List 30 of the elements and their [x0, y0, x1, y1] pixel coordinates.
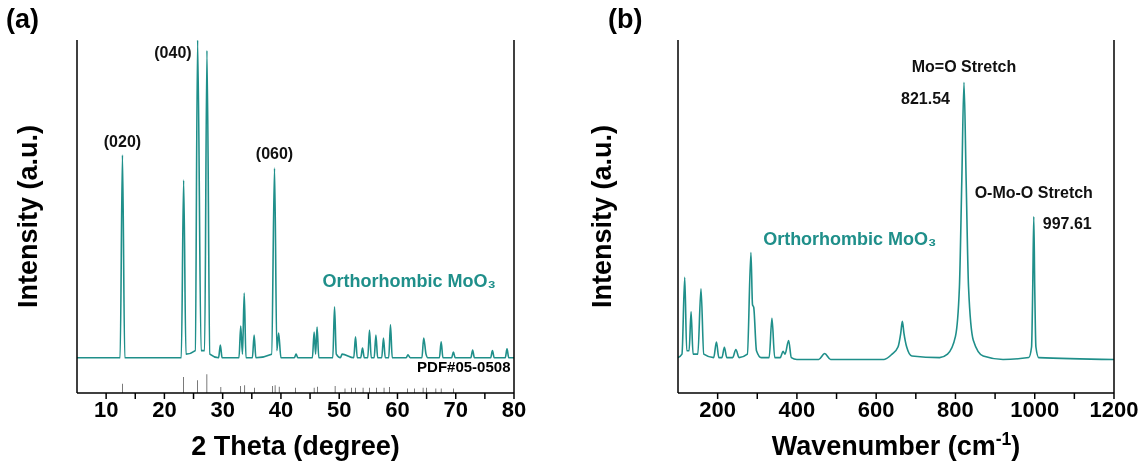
x-tick-label: 1000: [1010, 396, 1060, 422]
x-tick-label: 70: [443, 396, 468, 422]
x-tick-label: 400: [778, 396, 816, 422]
x-tick-label: 60: [385, 396, 410, 422]
series-label: Orthorhombic MoO₃: [322, 271, 496, 292]
x-tick-label: 20: [152, 396, 177, 422]
annotation: (040): [154, 44, 192, 61]
x-tick-label: 1200: [1089, 396, 1139, 422]
x-axis-title: Wavenumber (cm$^{-1}$): [771, 429, 1021, 461]
annotation: Mo=O Stretch: [911, 58, 1017, 76]
chart-title: (b): [608, 4, 643, 35]
x-tick-label: 200: [699, 396, 736, 422]
annotation: (020): [103, 133, 142, 151]
y-axis-title: Intensity (a.u.): [13, 124, 44, 309]
y-axis-title: Intensity (a.u.): [587, 124, 618, 309]
x-tick-label: 50: [326, 396, 352, 422]
chart-title: (a): [6, 4, 39, 35]
annotation: (060): [255, 145, 294, 163]
annotation: O-Mo-O Stretch: [974, 183, 1093, 201]
x-axis-title: 2 Theta (degree): [191, 431, 400, 461]
series-label: Orthorhombic MoO₃: [763, 228, 937, 249]
x-tick-label: 600: [857, 396, 895, 422]
annotation: 997.61: [1042, 214, 1092, 232]
series-label: PDF#05-0508: [417, 357, 511, 375]
x-tick-label: 30: [210, 396, 235, 422]
x-tick-label: 40: [268, 396, 294, 422]
x-tick-label: 80: [501, 396, 527, 422]
annotation: 821.54: [901, 90, 951, 108]
x-tick-label: 10: [93, 396, 119, 422]
x-tick-label: 800: [937, 396, 974, 422]
